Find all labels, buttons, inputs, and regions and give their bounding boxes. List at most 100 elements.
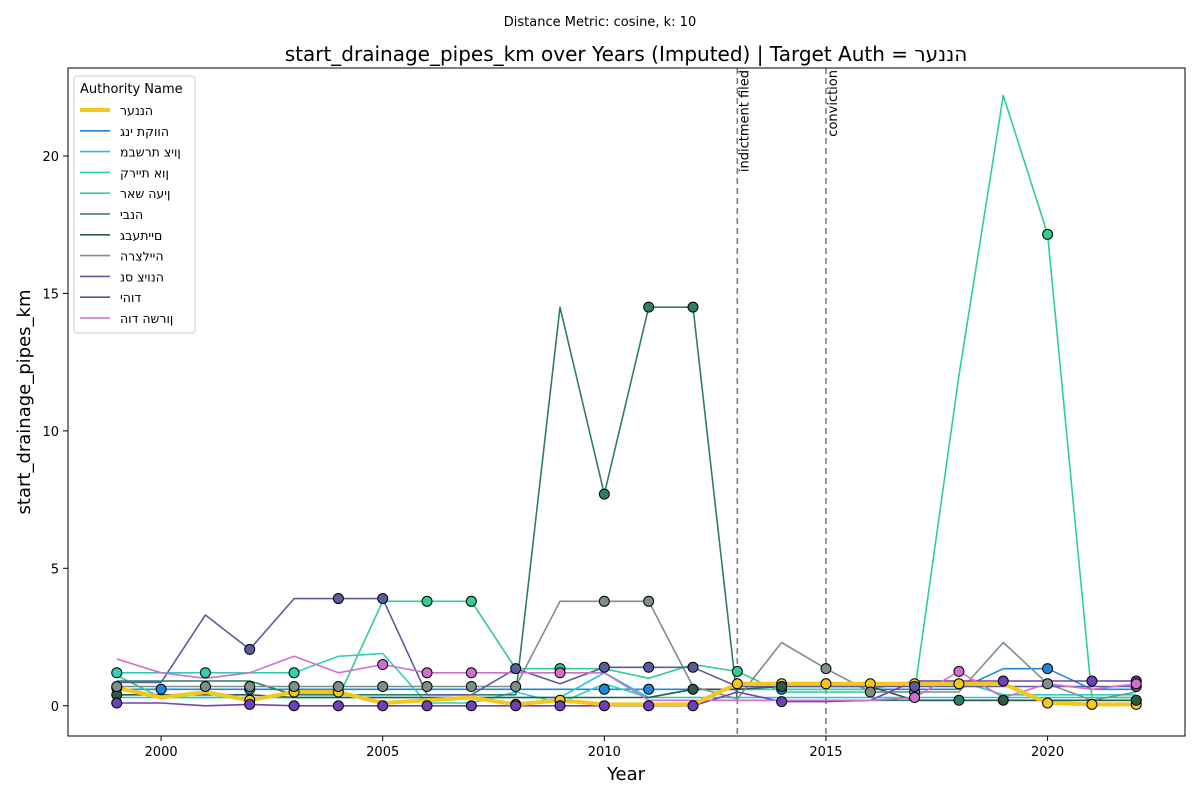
series-5-marker-2006 [421, 595, 433, 607]
series-9-marker-2010 [598, 661, 610, 673]
series-1-marker-2015 [820, 678, 832, 690]
x-tick-label-2020: 2020 [1031, 745, 1064, 760]
legend-label-1: הננער [120, 103, 153, 118]
series-11-marker-2017 [909, 692, 921, 704]
series-5-marker-2007 [465, 595, 477, 607]
series-7-marker-2014 [776, 681, 788, 693]
x-axis-label: Year [606, 764, 646, 785]
axes-frame [67, 67, 1186, 737]
series-10-marker-2019 [997, 675, 1009, 687]
series-8-marker-2015 [820, 663, 832, 675]
series-9-marker-2008 [510, 663, 522, 675]
series-8-marker-2005 [377, 681, 389, 693]
series-10-marker-1999 [111, 697, 123, 709]
legend-box [73, 75, 196, 334]
series-10-marker-2009 [554, 700, 566, 712]
series-9-marker-2017 [909, 681, 921, 693]
y-axis: 0 5 10 15 20 [42, 150, 68, 715]
series-5-marker-2020 [1042, 228, 1054, 240]
series-1-marker-2018 [953, 678, 965, 690]
series-8-marker-2016 [864, 686, 876, 698]
legend-label-8: היילצרה [120, 249, 164, 264]
legend-label-7: םייתעבג [120, 228, 162, 243]
y-tick-label-20: 20 [42, 150, 59, 165]
chart-suptitle: Distance Metric: cosine, k: 10 [504, 15, 696, 30]
series-line-1 [116, 681, 1137, 707]
y-tick-label-0: 0 [51, 700, 59, 715]
series-4-marker-1999 [111, 667, 123, 679]
x-tick-label-2005: 2005 [366, 745, 399, 760]
series-8-marker-2010 [598, 595, 610, 607]
series-6-marker-2018 [953, 694, 965, 706]
series-6-marker-2011 [643, 301, 655, 313]
series-6-marker-2012 [687, 301, 699, 313]
series-9-marker-2012 [687, 661, 699, 673]
y-tick-label-5: 5 [51, 562, 59, 577]
legend: Authority Name הננער הווקת ינג ןויצ תרשבמ ןו… [73, 75, 196, 334]
series-11-marker-2005 [377, 659, 389, 671]
legend-label-5: ןיעה שאר [120, 186, 170, 201]
series-8-marker-2002 [244, 681, 256, 693]
series-2-marker-2020 [1042, 663, 1054, 675]
series-8-marker-2001 [199, 681, 211, 693]
event-label-2: conviction [826, 70, 841, 137]
legend-label-4: ןוא תיירק [120, 165, 169, 180]
series-10-marker-2010 [598, 700, 610, 712]
series-line-7 [116, 685, 1137, 702]
chart-title: start_drainage_pipes_km over Years (Impu… [285, 42, 968, 66]
series-8-marker-2007 [465, 681, 477, 693]
series-8-marker-2011 [643, 595, 655, 607]
legend-label-6: הנבי [120, 207, 143, 222]
series-2-marker-2000 [155, 683, 167, 695]
y-tick-label-15: 15 [42, 287, 59, 302]
series-10-marker-2008 [510, 700, 522, 712]
series-6-marker-2010 [598, 488, 610, 500]
series-9-marker-2005 [377, 593, 389, 605]
series-8-marker-1999 [111, 681, 123, 693]
event-label-1: indictment filed [737, 70, 752, 172]
series-10-marker-2006 [421, 700, 433, 712]
series-10-marker-2003 [288, 700, 300, 712]
series-11-marker-2018 [953, 665, 965, 677]
y-axis-label: start_drainage_pipes_km [14, 290, 35, 515]
series-11-marker-2022 [1130, 678, 1142, 690]
series-9-marker-2004 [332, 593, 344, 605]
x-axis: 2000 2005 2010 2015 2020 [145, 736, 1064, 760]
legend-label-3: ןויצ תרשבמ [120, 145, 181, 160]
x-tick-label-2015: 2015 [809, 745, 842, 760]
legend-label-9: הנויצ סנ [120, 269, 164, 284]
x-tick-label-2000: 2000 [145, 745, 178, 760]
series-8-marker-2006 [421, 681, 433, 693]
series-1-marker-2020 [1042, 697, 1054, 709]
plot-area: indictment filed conviction [111, 68, 1142, 736]
series-8-marker-2008 [510, 681, 522, 693]
series-2-marker-2010 [598, 683, 610, 695]
series-8-marker-2004 [332, 681, 344, 693]
series-10-marker-2002 [244, 698, 256, 710]
legend-label-10: דוהי [120, 290, 141, 305]
series-4-marker-2003 [288, 667, 300, 679]
series-5-marker-2013 [731, 665, 743, 677]
series-10-marker-2014 [776, 696, 788, 708]
series-10-marker-2012 [687, 700, 699, 712]
series-7-marker-2012 [687, 683, 699, 695]
series-1-marker-2021 [1086, 698, 1098, 710]
series-8-marker-2003 [288, 681, 300, 693]
series-11-marker-2009 [554, 667, 566, 679]
series-10-marker-2004 [332, 700, 344, 712]
series-10-marker-2007 [465, 700, 477, 712]
series-4-marker-2001 [199, 667, 211, 679]
legend-label-11: ןורשה דוה [120, 311, 173, 326]
series-line-9 [116, 597, 1137, 696]
series-7-marker-2019 [997, 694, 1009, 706]
series-9-marker-2011 [643, 661, 655, 673]
series-10-marker-2021 [1086, 675, 1098, 687]
y-tick-label-10: 10 [42, 425, 59, 440]
series-2-marker-2011 [643, 683, 655, 695]
series-8-marker-2020 [1042, 678, 1054, 690]
series-9-marker-2002 [244, 643, 256, 655]
legend-title: Authority Name [80, 82, 183, 97]
series-7-marker-2022 [1130, 694, 1142, 706]
series-1-marker-2013 [731, 678, 743, 690]
